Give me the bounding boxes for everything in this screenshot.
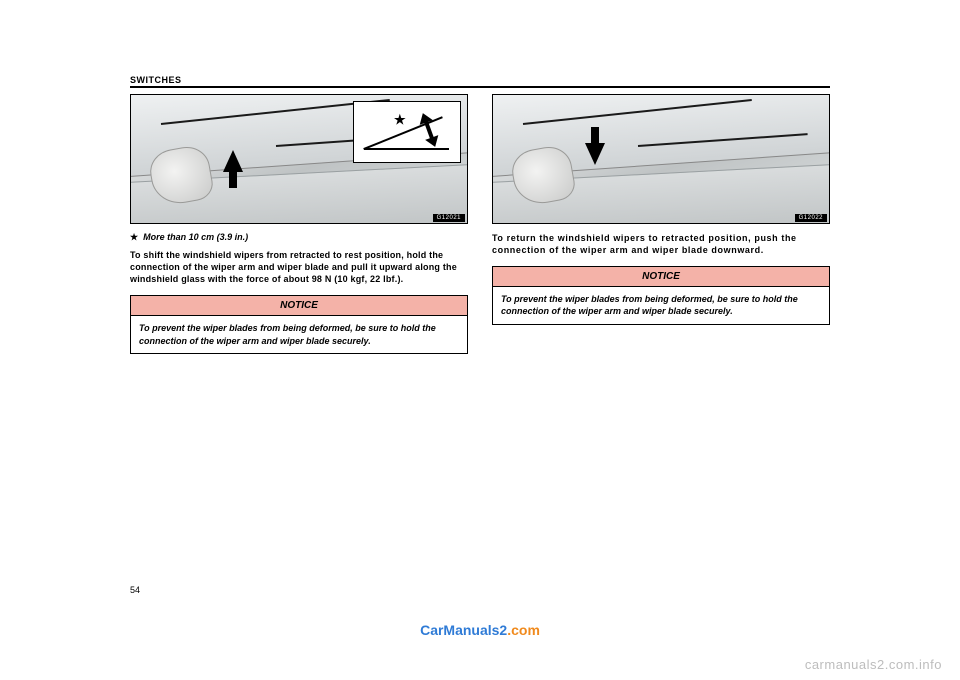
notice-text: To prevent the wiper blades from being d… bbox=[131, 316, 467, 352]
manual-page: SWITCHES ★ bbox=[130, 75, 830, 595]
arrow-up-icon bbox=[223, 150, 243, 172]
left-column: ★ G12021 ★ More than 10 cm (3.9 in.) To … bbox=[130, 94, 468, 354]
notice-heading: NOTICE bbox=[493, 267, 829, 287]
figure-return-down: G12022 bbox=[492, 94, 830, 224]
figure-shift-up: ★ G12021 bbox=[130, 94, 468, 224]
instruction-text: To shift the windshield wipers from retr… bbox=[130, 249, 468, 285]
double-arrow-icon bbox=[416, 110, 442, 155]
watermark-center: CarManuals2.com bbox=[420, 622, 540, 638]
figure-label: G12022 bbox=[795, 214, 827, 222]
section-header: SWITCHES bbox=[130, 75, 830, 88]
arrow-down-icon bbox=[585, 143, 605, 165]
watermark-part-b: .com bbox=[507, 622, 540, 638]
star-caption: ★ More than 10 cm (3.9 in.) bbox=[130, 232, 468, 243]
notice-text: To prevent the wiper blades from being d… bbox=[493, 287, 829, 323]
page-number: 54 bbox=[130, 585, 140, 595]
watermark-corner: carmanuals2.com.info bbox=[805, 657, 942, 672]
star-caption-text: More than 10 cm (3.9 in.) bbox=[143, 232, 248, 242]
instruction-text: To return the windshield wipers to retra… bbox=[492, 232, 830, 256]
two-column-layout: ★ G12021 ★ More than 10 cm (3.9 in.) To … bbox=[130, 94, 830, 354]
notice-heading: NOTICE bbox=[131, 296, 467, 316]
figure-inset: ★ bbox=[353, 101, 461, 163]
star-icon: ★ bbox=[130, 232, 138, 242]
notice-box: NOTICE To prevent the wiper blades from … bbox=[492, 266, 830, 324]
right-column: G12022 To return the windshield wipers t… bbox=[492, 94, 830, 354]
notice-box: NOTICE To prevent the wiper blades from … bbox=[130, 295, 468, 353]
figure-label: G12021 bbox=[433, 214, 465, 222]
star-icon: ★ bbox=[394, 112, 406, 128]
watermark-part-a: CarManuals2 bbox=[420, 622, 507, 638]
